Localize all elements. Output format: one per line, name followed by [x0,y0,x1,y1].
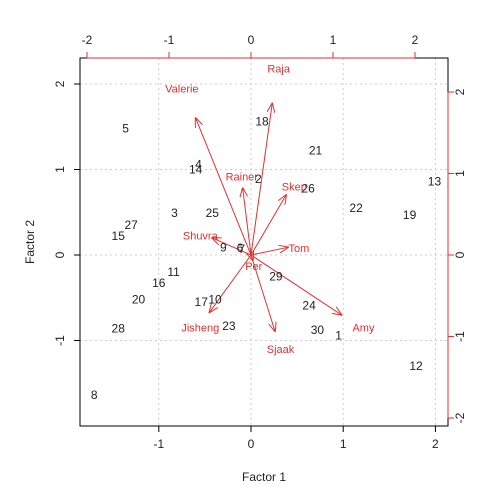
arrow-amy [250,254,341,315]
x-axis-title: Factor 1 [242,470,286,484]
x-top-tick-label: 0 [248,33,255,47]
point-label: 6 [237,241,244,255]
point-label: 24 [302,298,316,312]
x-top-tick-label: -1 [164,33,175,47]
x-top-tick-label: -2 [82,33,93,47]
x-tick-label: 0 [248,437,255,451]
plot-frame [79,57,449,427]
x-tick-label: 1 [340,437,347,451]
variable-label-amy: Amy [352,323,375,335]
point-label: 16 [152,276,166,290]
point-label: 11 [167,265,180,279]
x-top-tick-label: 2 [412,33,419,47]
point-label: 26 [301,181,315,195]
y-right-tick-label: -2 [453,412,467,423]
arrow-shuvra [212,238,252,256]
variable-label-raja: Raja [267,64,291,76]
point-label: 7 [238,242,245,256]
point-label: 21 [309,144,323,158]
point-label: 14 [189,163,203,177]
point-label: 28 [112,322,126,336]
point-label: 30 [311,323,325,337]
point-label: 2 [255,172,262,186]
variable-labels: Raja Valerie Rainer Skep Shuvra Tom Per Jisheng… [165,64,375,356]
x-axis-bottom: -1 0 1 2 [153,426,439,451]
y-tick-label: -1 [53,335,67,346]
variable-label-jisheng: Jisheng [181,323,219,335]
point-label: 13 [428,174,442,188]
arrow-jisheng [210,254,252,312]
y-right-tick-label: 2 [453,88,467,95]
y-right-tick-label: -1 [453,331,467,342]
y-right-tick-label: 0 [453,251,467,258]
arrow-valerie [196,118,252,256]
variable-label-tom: Tom [289,243,310,255]
point-label: 17 [195,295,209,309]
point-label: 10 [208,292,222,306]
variable-label-shuvra: Shuvra [183,230,219,242]
y-right-tick-label: 1 [453,170,467,177]
y-axis-left: -1 0 1 2 [53,80,80,346]
arrow-skep [250,195,286,256]
variable-arrows [196,104,342,331]
point-label: 3 [171,206,178,220]
point-label: 8 [91,388,98,402]
point-label: 27 [124,218,138,232]
variable-label-per: Per [245,261,262,273]
point-label: 20 [132,292,146,306]
y-tick-label: 1 [53,166,67,173]
x-axis-top-red: -2 -1 0 1 2 [82,33,419,59]
x-tick-label: -1 [153,437,164,451]
point-label: 23 [222,319,236,333]
variable-label-sjaak: Sjaak [267,344,295,356]
point-label: 18 [255,115,269,129]
point-label: 25 [206,206,220,220]
arrow-sjaak [250,254,275,331]
grid-lines [80,58,448,426]
arrow-rainer [243,188,252,256]
x-tick-label: 2 [432,437,439,451]
x-top-tick-label: 1 [330,33,337,47]
y-tick-label: 0 [53,251,67,258]
point-label: 5 [122,121,129,135]
point-label: 19 [403,208,417,222]
variable-label-rainer: Rainer [226,171,259,183]
point-label: 15 [112,229,126,243]
point-label: 9 [220,240,227,254]
point-label: 1 [335,328,342,342]
variable-label-valerie: Valerie [165,83,198,95]
point-label: 22 [349,201,363,215]
arrow-tom [250,247,288,256]
arrow-raja [250,104,272,256]
y-tick-label: 2 [53,80,67,87]
y-axis-title: Factor 2 [23,220,37,264]
y-axis-right-red: -2 -1 0 1 2 [447,88,467,423]
variable-label-skep: Skep [282,182,307,194]
point-label: 4 [195,157,202,171]
point-label: 12 [409,359,423,373]
point-label: 29 [269,269,283,283]
